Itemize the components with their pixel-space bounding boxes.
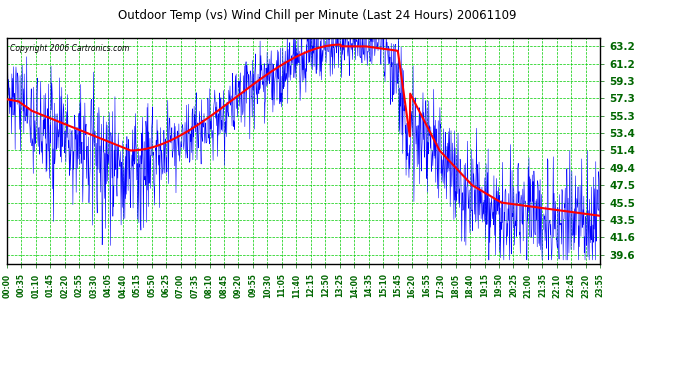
Text: Copyright 2006 Cartronics.com: Copyright 2006 Cartronics.com <box>10 44 129 53</box>
Text: Outdoor Temp (vs) Wind Chill per Minute (Last 24 Hours) 20061109: Outdoor Temp (vs) Wind Chill per Minute … <box>118 9 517 22</box>
